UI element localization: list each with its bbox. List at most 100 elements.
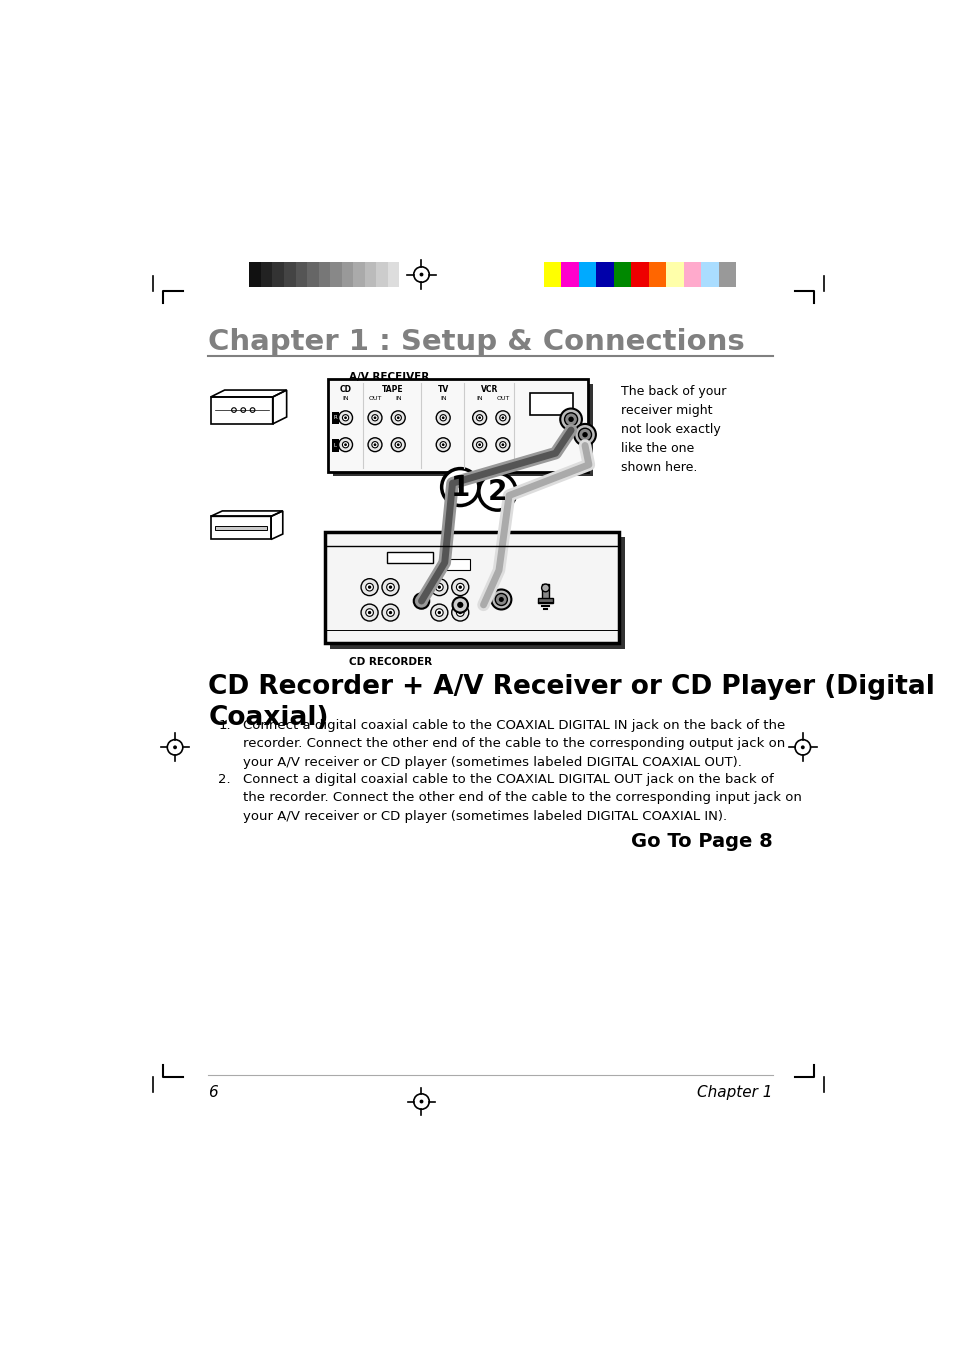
Circle shape	[368, 611, 371, 615]
Text: Go To Page 8: Go To Page 8	[630, 832, 772, 851]
Bar	[543, 262, 560, 286]
Text: TV: TV	[437, 385, 448, 394]
Circle shape	[581, 432, 587, 438]
Circle shape	[431, 578, 447, 596]
Bar	[530, 393, 572, 415]
Circle shape	[395, 415, 401, 422]
Circle shape	[431, 604, 447, 621]
Bar	[332, 412, 339, 424]
Circle shape	[476, 415, 482, 422]
Circle shape	[456, 601, 463, 608]
Bar	[261, 262, 273, 286]
Text: Chapter 1 : Setup & Connections: Chapter 1 : Setup & Connections	[208, 328, 744, 355]
Circle shape	[338, 411, 353, 424]
Bar	[353, 262, 364, 286]
Bar	[700, 262, 718, 286]
Circle shape	[476, 442, 482, 447]
Text: CD Recorder + A/V Receiver or CD Player (Digital
Coaxial): CD Recorder + A/V Receiver or CD Player …	[208, 674, 934, 731]
Circle shape	[386, 609, 394, 616]
Text: The back of your
receiver might
not look exactly
like the one
shown here.: The back of your receiver might not look…	[620, 385, 726, 474]
Bar	[542, 584, 548, 601]
Circle shape	[564, 413, 577, 426]
Circle shape	[452, 578, 468, 596]
Text: IN: IN	[439, 396, 446, 401]
Circle shape	[396, 443, 399, 446]
Circle shape	[441, 443, 444, 446]
Circle shape	[381, 604, 398, 621]
Circle shape	[496, 411, 509, 424]
Circle shape	[360, 578, 377, 596]
Circle shape	[338, 438, 353, 451]
Circle shape	[501, 443, 504, 446]
Circle shape	[372, 415, 377, 422]
Circle shape	[541, 584, 549, 592]
Bar	[648, 262, 665, 286]
Text: OUT: OUT	[496, 396, 509, 401]
Circle shape	[396, 416, 399, 419]
Circle shape	[344, 443, 347, 446]
Text: 2: 2	[487, 478, 507, 507]
Circle shape	[342, 442, 349, 447]
Circle shape	[559, 408, 581, 430]
Bar	[341, 262, 353, 286]
Circle shape	[372, 442, 377, 447]
Bar	[295, 262, 307, 286]
Text: TAPE: TAPE	[381, 385, 403, 394]
Circle shape	[452, 597, 468, 612]
Circle shape	[574, 424, 596, 446]
Bar	[364, 262, 375, 286]
Circle shape	[498, 597, 503, 603]
Circle shape	[419, 273, 423, 277]
Text: L: L	[334, 443, 336, 449]
Circle shape	[491, 589, 511, 609]
Text: 6: 6	[208, 1085, 218, 1100]
Circle shape	[568, 416, 573, 422]
Circle shape	[360, 604, 377, 621]
Circle shape	[456, 584, 463, 590]
Circle shape	[499, 442, 505, 447]
Bar	[613, 262, 631, 286]
Circle shape	[477, 443, 480, 446]
Circle shape	[381, 578, 398, 596]
Circle shape	[436, 411, 450, 424]
Circle shape	[437, 611, 440, 615]
Text: 1.: 1.	[218, 719, 231, 732]
Text: R: R	[334, 415, 337, 420]
Bar	[330, 538, 624, 648]
Circle shape	[389, 585, 392, 589]
Text: VCR: VCR	[480, 385, 497, 394]
Circle shape	[441, 416, 444, 419]
Circle shape	[414, 593, 429, 609]
Circle shape	[374, 443, 376, 446]
Text: IN: IN	[395, 396, 401, 401]
Text: OUT: OUT	[368, 396, 381, 401]
Text: CD RECORDER: CD RECORDER	[349, 657, 432, 667]
Bar	[273, 262, 284, 286]
Circle shape	[435, 609, 443, 616]
Circle shape	[499, 415, 505, 422]
Circle shape	[395, 442, 401, 447]
Circle shape	[456, 609, 463, 616]
Circle shape	[368, 585, 371, 589]
Bar	[631, 262, 648, 286]
Circle shape	[368, 438, 381, 451]
Circle shape	[365, 609, 373, 616]
Circle shape	[374, 416, 376, 419]
Circle shape	[418, 598, 424, 604]
Circle shape	[365, 584, 373, 590]
Bar	[307, 262, 318, 286]
Bar	[249, 262, 261, 286]
Circle shape	[496, 438, 509, 451]
Bar	[398, 262, 410, 286]
Text: 2.: 2.	[218, 773, 231, 786]
Bar	[596, 262, 613, 286]
Text: CD: CD	[339, 385, 352, 394]
Circle shape	[419, 1100, 423, 1104]
Circle shape	[368, 411, 381, 424]
Circle shape	[436, 438, 450, 451]
Circle shape	[578, 428, 591, 442]
Bar	[332, 439, 339, 451]
Text: Chapter 1: Chapter 1	[697, 1085, 772, 1100]
Circle shape	[439, 442, 446, 447]
Bar	[328, 380, 587, 471]
